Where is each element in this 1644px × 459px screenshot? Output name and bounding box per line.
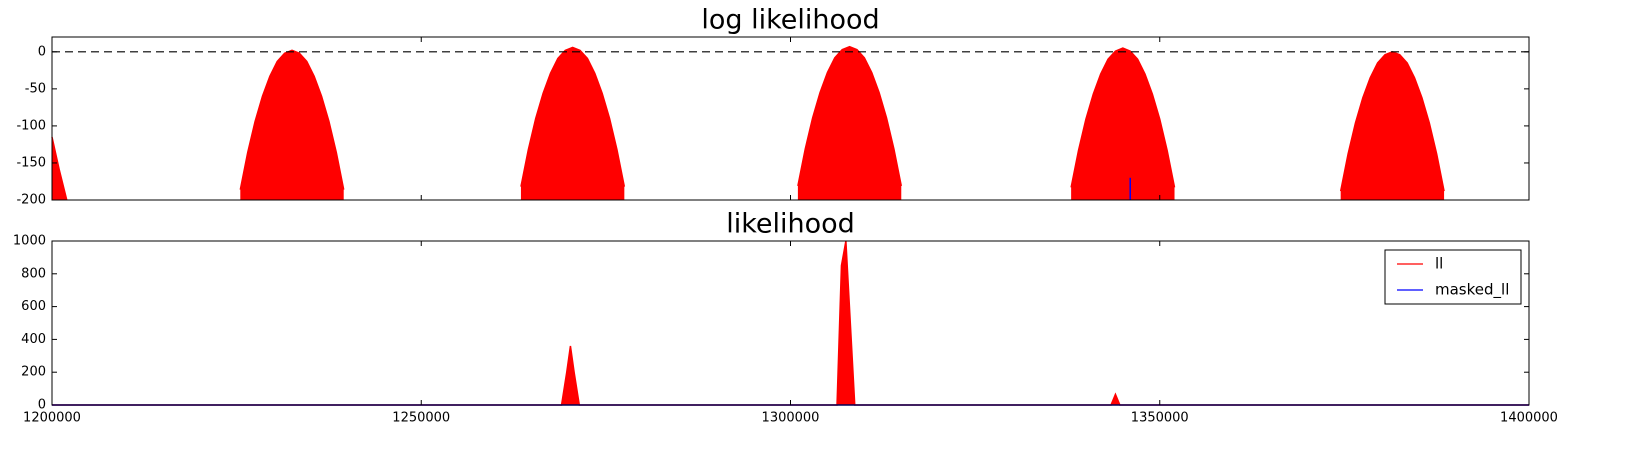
x-tick-label: 1350000 [1131,411,1189,426]
y-tick-label: -200 [16,193,46,208]
y-tick-label: -150 [16,155,46,170]
y-tick-label: 200 [21,365,46,380]
x-tick-label: 1400000 [1500,411,1558,426]
area-fill [52,46,1445,200]
y-tick-label: -50 [25,81,46,96]
x-tick-label: 1200000 [23,411,81,426]
y-tick-label: 400 [21,332,46,347]
series-line [52,240,1529,406]
legend-label: masked_ll [1435,281,1509,300]
y-tick-label: -100 [16,118,46,133]
axes-frame [51,240,1530,406]
chart-title: log likelihood [701,5,879,36]
x-tick-label: 1250000 [392,411,450,426]
y-tick-label: 800 [21,266,46,281]
y-tick-label: 0 [38,398,46,413]
x-tick-label: 1300000 [762,411,820,426]
y-tick-label: 1000 [13,234,46,249]
chart-title: likelihood [726,209,855,240]
y-tick-label: 0 [38,44,46,59]
legend-label: ll [1435,255,1443,273]
axes-frame [51,36,1530,201]
legend-box [1384,249,1522,305]
y-tick-label: 600 [21,299,46,314]
series-line [51,45,1445,201]
area-fill [52,241,1529,405]
